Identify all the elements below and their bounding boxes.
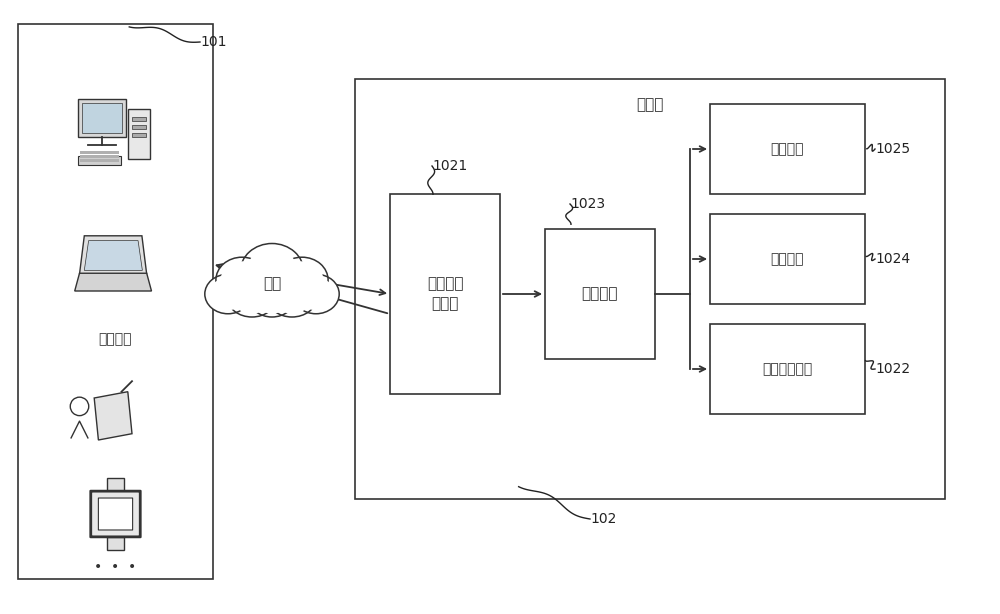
Text: 打印机: 打印机 [636,97,664,112]
Polygon shape [75,273,152,291]
Ellipse shape [268,279,316,317]
Bar [107,478,124,491]
Ellipse shape [205,274,251,314]
Bar [80,159,119,162]
Text: 1023: 1023 [570,197,605,211]
Bar [390,194,500,394]
Bar [545,229,655,359]
Ellipse shape [216,257,268,303]
Bar [128,109,150,159]
Polygon shape [84,241,142,270]
Bar [107,537,124,550]
Bar [78,99,126,136]
Text: 101: 101 [200,35,226,49]
Text: 便携电脑: 便携电脑 [99,332,132,346]
Bar [710,104,865,194]
Bar [355,79,945,499]
Ellipse shape [253,282,291,314]
Circle shape [70,397,89,416]
Text: 1021: 1021 [432,159,467,173]
Text: 1024: 1024 [875,252,910,266]
Ellipse shape [221,262,263,298]
Text: 计时模块: 计时模块 [771,252,804,266]
Ellipse shape [232,282,272,314]
Ellipse shape [281,262,323,298]
Ellipse shape [276,257,328,303]
Polygon shape [94,392,132,440]
Bar [80,155,119,158]
Text: 1025: 1025 [875,142,910,156]
Ellipse shape [228,279,276,317]
Ellipse shape [272,282,312,314]
Bar [710,214,865,304]
Bar [80,151,119,154]
Bar [132,133,146,137]
Bar [710,324,865,414]
Ellipse shape [297,278,335,310]
Bar [132,117,146,121]
Text: •  •  •: • • • [94,560,137,574]
Text: 打印机控
制模块: 打印机控 制模块 [427,276,463,311]
Text: 102: 102 [590,512,616,526]
Bar [82,103,122,133]
Ellipse shape [249,279,295,317]
Text: 网络: 网络 [263,276,281,292]
Ellipse shape [240,244,304,300]
Text: 人机交互模块: 人机交互模块 [762,362,813,376]
Bar [78,156,120,165]
Polygon shape [80,236,147,274]
FancyBboxPatch shape [91,491,140,537]
Text: 存储模块: 存储模块 [771,142,804,156]
Bar [18,24,213,579]
Text: 1022: 1022 [875,362,910,376]
Bar [132,125,146,129]
FancyBboxPatch shape [98,498,133,530]
Ellipse shape [293,274,339,314]
Text: 监测模块: 监测模块 [582,287,618,301]
Ellipse shape [246,249,298,295]
Ellipse shape [209,278,247,310]
